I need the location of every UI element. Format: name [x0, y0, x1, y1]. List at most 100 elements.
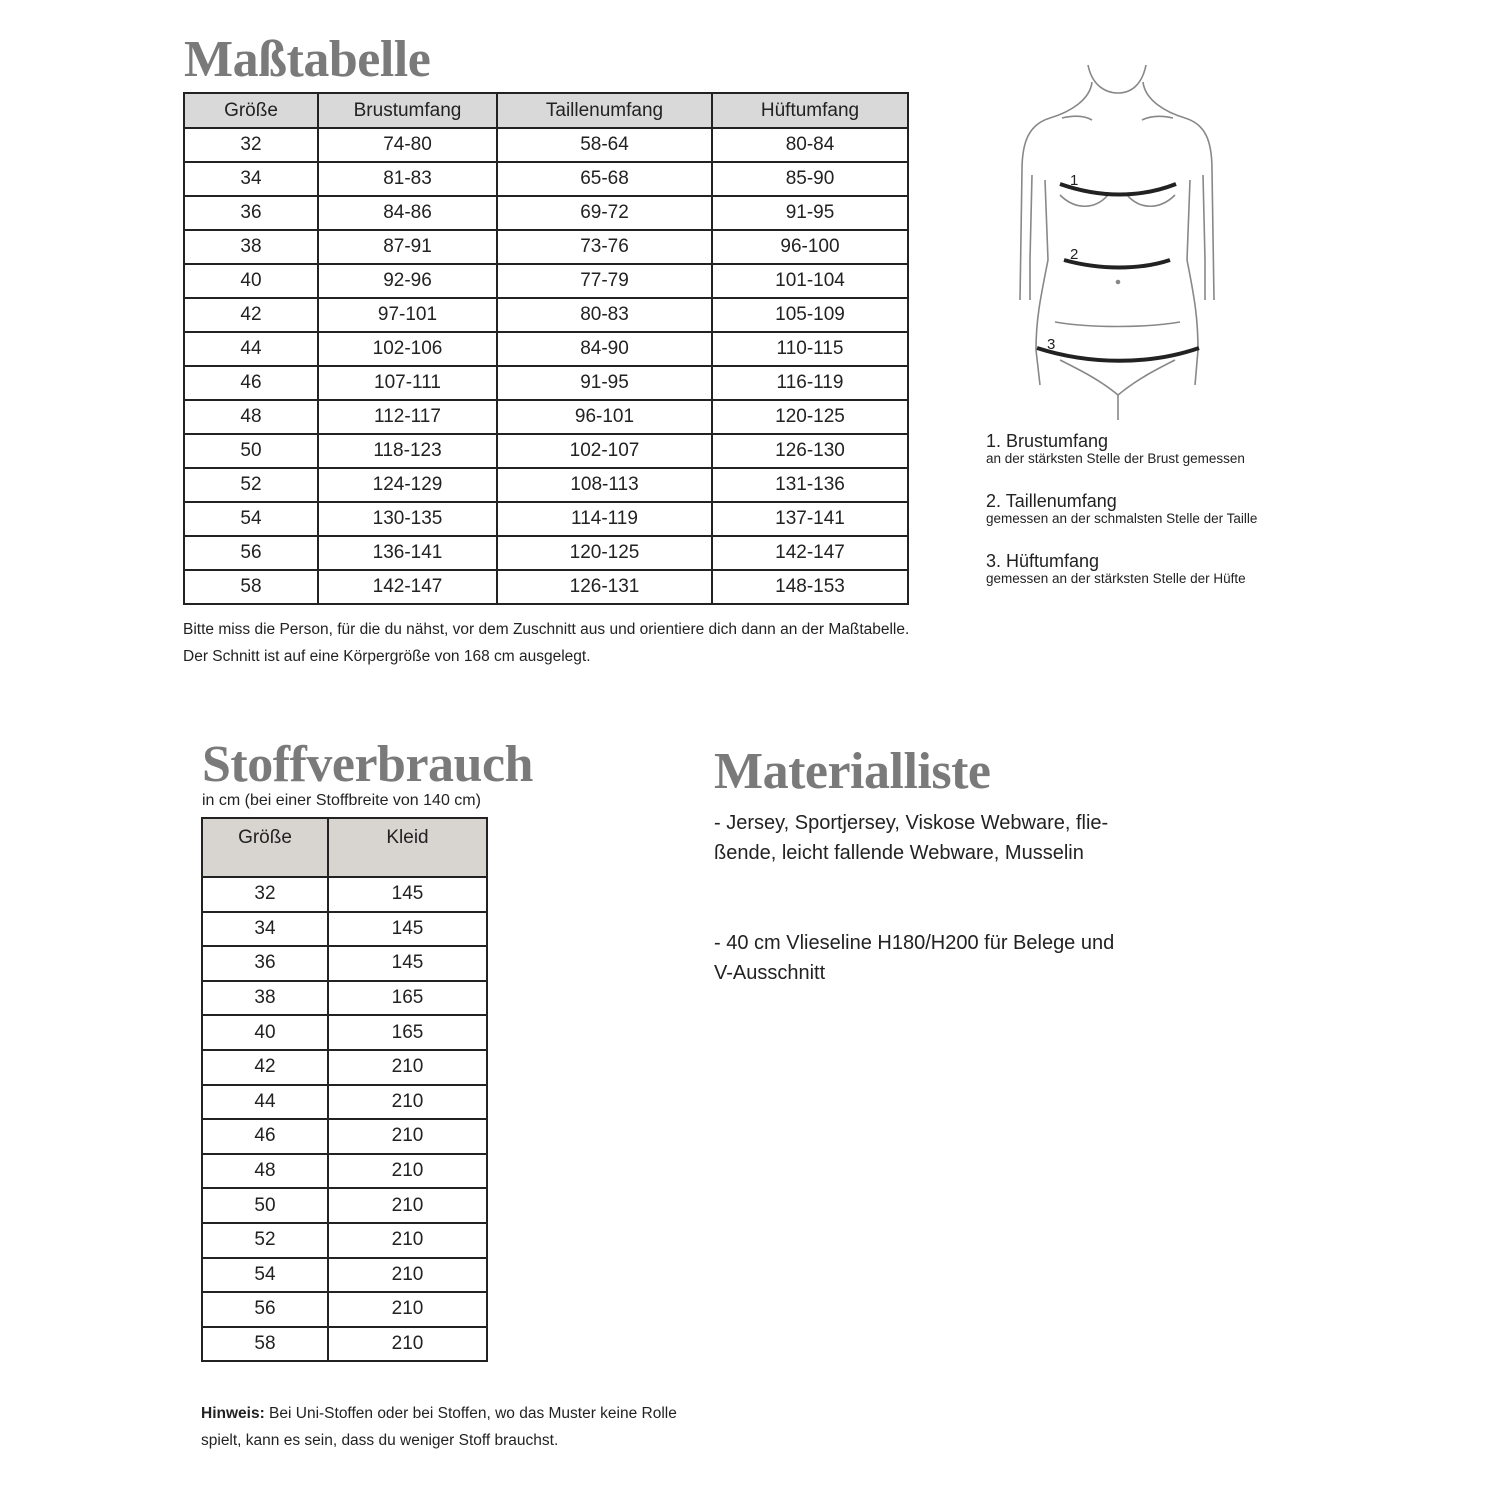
table-cell: 137-141 [711, 501, 909, 537]
table-cell: 34 [201, 910, 329, 948]
table-cell: 112-117 [317, 399, 498, 435]
table-cell: 48 [201, 1152, 329, 1190]
table-cell: 210 [327, 1221, 488, 1259]
table-cell: 210 [327, 1256, 488, 1294]
table-cell: 165 [327, 1014, 488, 1051]
table-cell: 116-119 [711, 365, 909, 401]
table-cell: 50 [201, 1187, 329, 1224]
table-cell: 124-129 [317, 467, 498, 503]
table-cell: 91-95 [496, 365, 713, 401]
table-cell: 65-68 [496, 161, 713, 197]
legend-title: 2. Taillenumfang [986, 491, 1117, 511]
table-row: 44 102-106 84-90 110-115 [183, 331, 909, 367]
header-hip: Hüftumfang [711, 92, 909, 129]
marker-2: 2 [1070, 246, 1079, 263]
table-cell: 126-130 [711, 433, 909, 469]
table-row: 40 92-96 77-79 101-104 [183, 263, 909, 299]
legend-desc: gemessen an der stärksten Stelle der Hüf… [986, 571, 1246, 586]
table-cell: 38 [183, 229, 319, 265]
table-cell: 102-106 [317, 331, 498, 367]
table-cell: 46 [201, 1118, 329, 1155]
table-row: 32 74-80 58-64 80-84 [183, 127, 909, 163]
table-cell: 210 [327, 1291, 488, 1328]
table-row: 48 210 [201, 1152, 488, 1190]
table-row: 50 118-123 102-107 126-130 [183, 433, 909, 469]
fabric-title: Stoffverbrauch [202, 736, 533, 793]
materials-title: Materialliste [714, 743, 991, 800]
table-cell: 80-83 [496, 297, 713, 333]
table-row: 46 210 [201, 1118, 488, 1155]
table-cell: 210 [327, 1152, 488, 1190]
table-cell: 210 [327, 1048, 488, 1086]
material-line: ßende, leicht fallende Webware, Musselin [714, 842, 1084, 864]
table-cell: 46 [183, 365, 319, 401]
fabric-hint: Hinweis: Bei Uni-Stoffen oder bei Stoffe… [201, 1400, 677, 1454]
table-cell: 85-90 [711, 161, 909, 197]
header-size: Größe [183, 92, 319, 129]
note-line: Bitte miss die Person, für die du nähst,… [183, 621, 910, 638]
table-cell: 120-125 [711, 399, 909, 435]
legend-title: 1. Brustumfang [986, 431, 1109, 451]
table-cell: 58-64 [496, 127, 713, 163]
table-cell: 84-86 [317, 195, 498, 231]
marker-1: 1 [1070, 172, 1079, 189]
legend-desc: an der stärksten Stelle der Brust gemess… [986, 451, 1245, 466]
table-row: 34 81-83 65-68 85-90 [183, 161, 909, 197]
header-size: Größe [201, 817, 329, 878]
table-cell: 114-119 [496, 501, 713, 537]
table-cell: 87-91 [317, 229, 498, 265]
table-cell: 136-141 [317, 535, 498, 571]
table-cell: 210 [327, 1083, 488, 1121]
header-dress: Kleid [327, 817, 488, 878]
table-cell: 36 [183, 195, 319, 231]
table-row: 48 112-117 96-101 120-125 [183, 399, 909, 435]
table-cell: 210 [327, 1325, 488, 1363]
body-measurement-figure [1019, 64, 1215, 420]
table-cell: 58 [183, 569, 319, 605]
table-row: 50 210 [201, 1187, 488, 1224]
table-cell: 105-109 [711, 297, 909, 333]
table-cell: 58 [201, 1325, 329, 1363]
table-header-row: Größe Brustumfang Taillenumfang Hüftumfa… [183, 92, 909, 129]
table-cell: 42 [201, 1048, 329, 1086]
table-row: 52 210 [201, 1221, 488, 1259]
table-cell: 54 [201, 1256, 329, 1294]
hip-line [1036, 346, 1200, 363]
header-waist: Taillenumfang [496, 92, 713, 129]
table-cell: 56 [183, 535, 319, 571]
table-cell: 32 [183, 127, 319, 163]
legend-desc: gemessen an der schmalsten Stelle der Ta… [986, 511, 1258, 526]
material-line: - Jersey, Sportjersey, Viskose Webware, … [714, 812, 1109, 834]
size-chart-table: Größe Brustumfang Taillenumfang Hüftumfa… [183, 92, 909, 605]
table-cell: 145 [327, 910, 488, 948]
table-cell: 40 [201, 1014, 329, 1051]
table-row: 36 84-86 69-72 91-95 [183, 195, 909, 231]
size-chart-note: Bitte miss die Person, für die du nähst,… [183, 616, 909, 670]
table-cell: 54 [183, 501, 319, 537]
table-cell: 50 [183, 433, 319, 469]
table-header-row: Größe Kleid [201, 817, 488, 878]
table-cell: 108-113 [496, 467, 713, 503]
table-row: 32 145 [201, 876, 488, 913]
hint-text: spielt, kann es sein, dass du weniger St… [201, 1432, 559, 1449]
table-cell: 80-84 [711, 127, 909, 163]
table-cell: 101-104 [711, 263, 909, 299]
table-row: 54 130-135 114-119 137-141 [183, 501, 909, 537]
table-row: 56 136-141 120-125 142-147 [183, 535, 909, 571]
table-row: 34 145 [201, 910, 488, 948]
table-cell: 44 [201, 1083, 329, 1121]
material-line: V-Ausschnitt [714, 962, 826, 984]
table-cell: 92-96 [317, 263, 498, 299]
hint-label: Hinweis: [201, 1405, 265, 1422]
table-row: 58 210 [201, 1325, 488, 1363]
table-cell: 148-153 [711, 569, 909, 605]
material-item: - 40 cm Vlieseline H180/H200 für Belege … [714, 928, 1114, 988]
legend-item: 1. Brustumfang an der stärksten Stelle d… [986, 431, 1257, 467]
table-cell: 142-147 [317, 569, 498, 605]
table-row: 40 165 [201, 1014, 488, 1051]
table-cell: 34 [183, 161, 319, 197]
table-cell: 36 [201, 945, 329, 982]
table-cell: 145 [327, 945, 488, 982]
table-cell: 118-123 [317, 433, 498, 469]
table-cell: 69-72 [496, 195, 713, 231]
